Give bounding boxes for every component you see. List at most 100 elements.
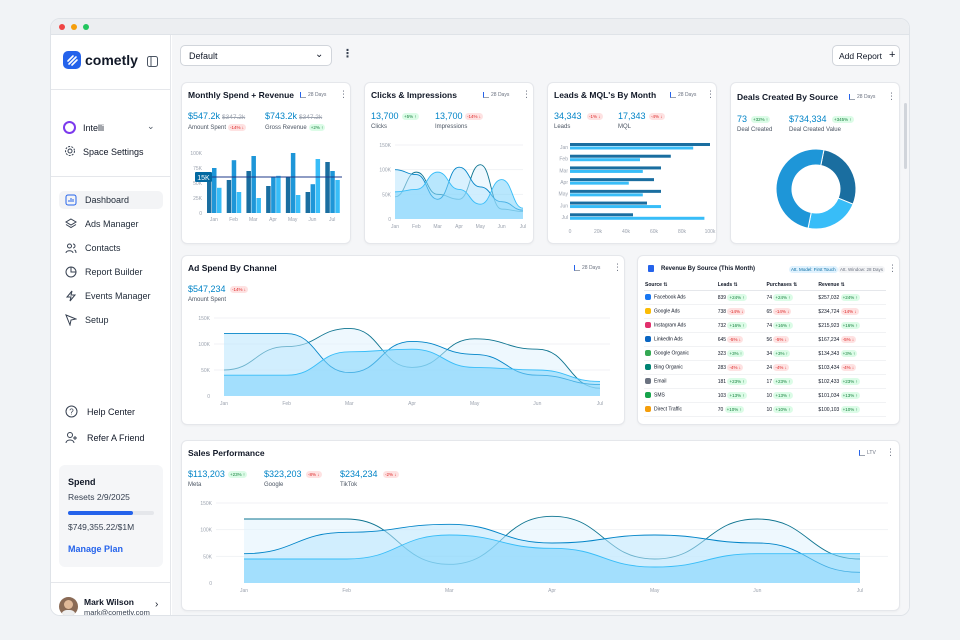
bar xyxy=(570,205,661,209)
kpi-value: 34,343 xyxy=(554,111,582,121)
table-row[interactable]: SMS 103 +13% ↑ 10 +13% ↑ $101,034 +13% ↑ xyxy=(644,388,886,403)
nav-setup[interactable]: Setup xyxy=(59,311,163,329)
series-line xyxy=(244,515,861,565)
space-settings-label: Space Settings xyxy=(83,147,144,157)
x-tick-label: Jan xyxy=(240,588,248,594)
bar xyxy=(570,216,705,220)
card-menu-icon[interactable]: ⋮ xyxy=(888,263,897,273)
table-row[interactable]: Direct Traffic 70 +10% ↑ 10 +10% ↑ $100,… xyxy=(644,402,886,417)
y-tick-label: 150K xyxy=(379,143,391,149)
attribution-window-tag[interactable]: Att. Window: 28 Days xyxy=(838,266,886,273)
x-tick-label: 100k xyxy=(705,229,716,235)
card-menu-icon[interactable]: ⋮ xyxy=(887,91,896,101)
col-header[interactable]: Leads ⇅ xyxy=(716,280,766,291)
more-options-icon[interactable]: ⋮ xyxy=(342,48,353,60)
add-report-button[interactable]: Add Report + xyxy=(832,45,900,66)
table-row[interactable]: Google Organic 323 +3% ↑ 34 +3% ↑ $134,3… xyxy=(644,346,886,361)
col-header[interactable]: Source ⇅ xyxy=(644,280,717,291)
table-row[interactable]: Bing Organic 283 -4% ↓ 24 -4% ↓ $103,434… xyxy=(644,360,886,375)
revenue-cell: $234,724 -14% ↓ xyxy=(817,304,886,319)
refer-friend-link[interactable]: Refer A Friend xyxy=(65,431,163,445)
col-header[interactable]: Purchases ⇅ xyxy=(765,280,818,291)
delta-badge: -4% ↓ xyxy=(840,363,857,371)
kpi-value: 17,343 xyxy=(618,111,646,121)
card-menu-icon[interactable]: ⋮ xyxy=(886,447,895,457)
tooltip-label: 15K xyxy=(197,175,210,182)
x-tick-label: May xyxy=(470,401,480,407)
kpi-label: Deal Created xyxy=(737,127,773,133)
x-tick-label: Mar xyxy=(345,401,354,407)
table-row[interactable]: Google Ads 738 -14% ↓ 65 -14% ↓ $234,724… xyxy=(644,304,886,319)
y-tick-label: 50K xyxy=(193,181,203,187)
date-range[interactable]: 28 Days xyxy=(300,92,326,98)
revenue-cell: $215,923 +16% ↑ xyxy=(817,318,886,333)
date-range[interactable]: 28 Days xyxy=(670,92,696,98)
collapse-sidebar-icon[interactable] xyxy=(147,54,158,72)
date-range[interactable]: 28 Days xyxy=(849,94,875,100)
bar xyxy=(570,154,671,158)
bar xyxy=(315,159,321,213)
table-row[interactable]: LinkedIn Ads 645 -5% ↓ 56 -5% ↓ $167,234… xyxy=(644,332,886,347)
x-tick-label: May xyxy=(288,217,298,223)
user-profile[interactable]: Mark Wilson mark@cometly.com › xyxy=(59,596,163,615)
bar xyxy=(570,189,661,193)
date-range[interactable]: 28 Days xyxy=(483,92,509,98)
nav-dashboard[interactable]: Dashboard xyxy=(59,191,163,209)
table-row[interactable]: Email 181 +23% ↑ 17 +23% ↑ $102,433 +23%… xyxy=(644,374,886,389)
ltv-selector[interactable]: LTV xyxy=(859,450,876,456)
scrollbar[interactable] xyxy=(904,103,907,169)
kpi-label: Leads xyxy=(554,124,571,130)
bar xyxy=(570,146,694,150)
card-ad-spend-channel: Ad Spend By Channel 28 Days ⋮ $547,234 -… xyxy=(181,255,625,425)
purchases-cell: 74 +24% ↑ xyxy=(765,290,818,305)
delta-badge: -4% ↓ xyxy=(773,363,789,371)
card-menu-icon[interactable]: ⋮ xyxy=(613,262,622,272)
space-settings-link[interactable]: Space Settings xyxy=(63,145,163,159)
delta-badge: -5% ↓ xyxy=(727,335,743,343)
bar xyxy=(570,213,633,217)
card-title: Sales Performance xyxy=(188,448,265,458)
maximize-dot[interactable] xyxy=(83,24,89,30)
delta-badge: +10% ↑ xyxy=(840,405,860,413)
bar xyxy=(251,156,256,213)
x-tick-label: Feb xyxy=(229,217,238,223)
source-icon xyxy=(645,308,651,315)
kpi-label: Meta xyxy=(188,482,202,488)
table-row[interactable]: Facebook Ads 839 +24% ↑ 74 +24% ↑ $257,0… xyxy=(644,290,886,305)
bar xyxy=(226,180,232,213)
y-tick-label: 50K xyxy=(203,554,213,560)
nav-events-manager[interactable]: Events Manager xyxy=(59,287,163,305)
refer-friend-label: Refer A Friend xyxy=(87,433,145,443)
x-tick-label: Mar xyxy=(445,588,454,594)
table-row[interactable]: Instagram Ads 732 +16% ↑ 74 +16% ↑ $215,… xyxy=(644,318,886,333)
nav-report-builder[interactable]: Report Builder xyxy=(59,263,163,281)
delta-badge: +10% ↑ xyxy=(773,405,793,413)
card-menu-icon[interactable]: ⋮ xyxy=(522,89,531,99)
app-window: cometly Intelli ⌄ Space Settings Dashboa… xyxy=(50,18,910,616)
view-select[interactable]: Default ⌄ xyxy=(180,45,332,66)
y-tick-label: 150K xyxy=(200,501,212,507)
card-menu-icon[interactable]: ⋮ xyxy=(339,89,348,99)
users-icon xyxy=(65,243,77,254)
x-tick-label: May xyxy=(476,224,486,230)
minimize-dot[interactable] xyxy=(71,24,77,30)
delta-badge: -5% ↓ xyxy=(773,335,789,343)
workspace-switcher[interactable]: Intelli ⌄ xyxy=(63,121,163,135)
help-icon: ? xyxy=(65,405,78,418)
card-sales-performance: Sales Performance LTV ⋮ $113,203 +23% ↑ … xyxy=(181,440,900,611)
manage-plan-link[interactable]: Manage Plan xyxy=(68,544,124,554)
card-menu-icon[interactable]: ⋮ xyxy=(706,89,715,99)
add-report-label: Add Report xyxy=(839,51,882,61)
attribution-model-tag[interactable]: Att. Model: First Touch xyxy=(789,266,838,273)
help-center-link[interactable]: ? Help Center xyxy=(65,405,163,419)
x-tick-label: Jul xyxy=(520,224,526,230)
nav-contacts[interactable]: Contacts xyxy=(59,239,163,257)
close-dot[interactable] xyxy=(59,24,65,30)
bar xyxy=(290,153,296,213)
source-icon xyxy=(645,378,651,385)
plus-icon: + xyxy=(889,49,896,61)
date-range[interactable]: 28 Days xyxy=(574,265,600,271)
col-header[interactable]: Revenue ⇅ xyxy=(817,280,886,291)
delta-badge: +13% ↑ xyxy=(727,391,747,399)
nav-ads-manager[interactable]: Ads Manager xyxy=(59,215,163,233)
